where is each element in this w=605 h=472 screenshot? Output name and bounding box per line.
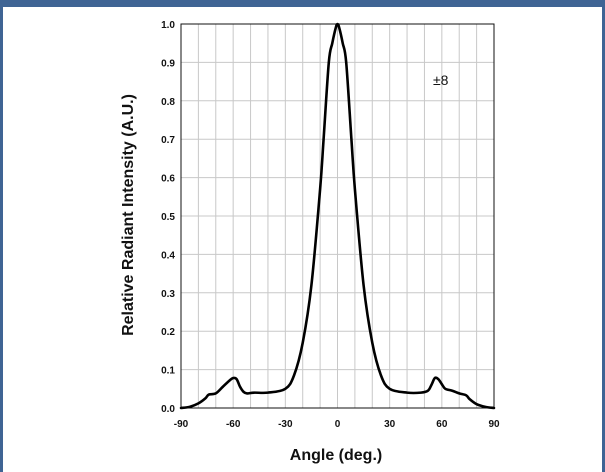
y-tick-label: 0.5 <box>161 212 175 223</box>
y-tick-label: 0.7 <box>161 135 175 146</box>
x-tick-label: 60 <box>436 419 448 430</box>
y-tick-label: 0.2 <box>161 327 175 338</box>
x-tick-label: 90 <box>488 419 500 430</box>
y-tick-label: 0.8 <box>161 97 175 108</box>
x-tick-label: -30 <box>278 419 293 430</box>
x-tick-label: 30 <box>384 419 396 430</box>
y-axis-title: Relative Radiant Intensity (A.U.) <box>120 94 137 336</box>
y-tick-label: 0.6 <box>161 174 175 185</box>
y-tick-label: 0.1 <box>161 366 175 377</box>
x-axis-title: Angle (deg.) <box>290 447 382 464</box>
y-tick-label: 1.0 <box>161 20 175 31</box>
grid-lines <box>181 24 494 408</box>
intensity-curve <box>179 22 496 410</box>
y-tick-label: 0.0 <box>161 404 175 415</box>
x-tick-label: 0 <box>335 419 341 430</box>
y-tick-label: 0.4 <box>161 250 175 261</box>
y-tick-label: 0.3 <box>161 289 175 300</box>
beam-angle-annotation: ±8 <box>433 72 449 88</box>
x-tick-label: -90 <box>174 419 189 430</box>
y-tick-label: 0.9 <box>161 58 175 69</box>
x-tick-label: -60 <box>226 419 241 430</box>
y-tick-labels: 0.0 0.1 0.2 0.3 0.4 0.5 0.6 0.7 0.8 0.9 1.0 <box>161 20 175 415</box>
x-tick-labels: -90 -60 -30 0 30 60 90 <box>174 419 500 430</box>
